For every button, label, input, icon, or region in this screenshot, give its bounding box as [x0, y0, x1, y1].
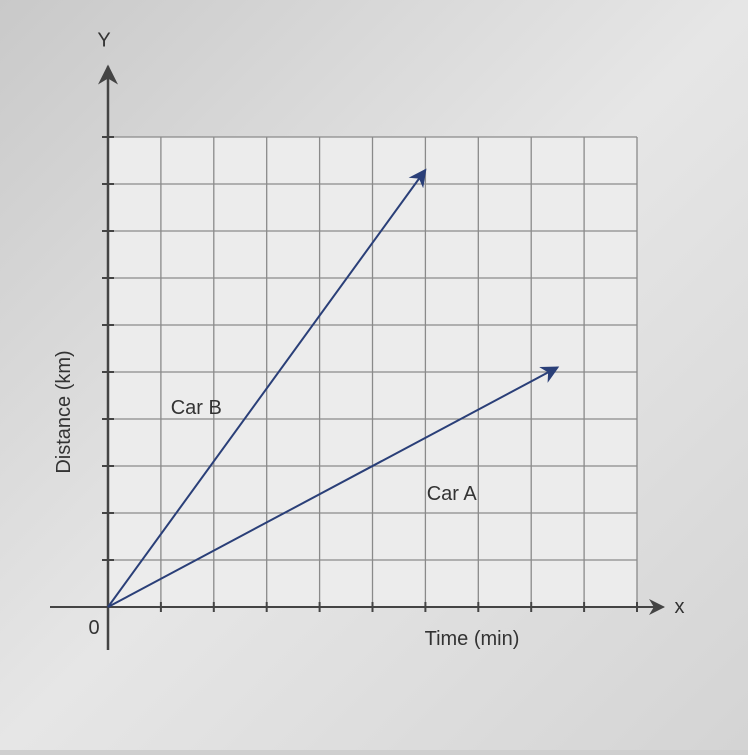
x-tick-label: 0	[88, 617, 99, 639]
x-axis-label: Time (min)	[425, 628, 520, 650]
y-axis-letter: Y	[97, 30, 110, 52]
series-label: Car A	[427, 483, 478, 505]
series-label: Car B	[171, 397, 222, 419]
series-line	[107, 366, 560, 608]
series-line	[107, 168, 427, 608]
x-axis-letter: x	[674, 596, 684, 618]
y-axis-label: Distance (km)	[53, 350, 75, 473]
